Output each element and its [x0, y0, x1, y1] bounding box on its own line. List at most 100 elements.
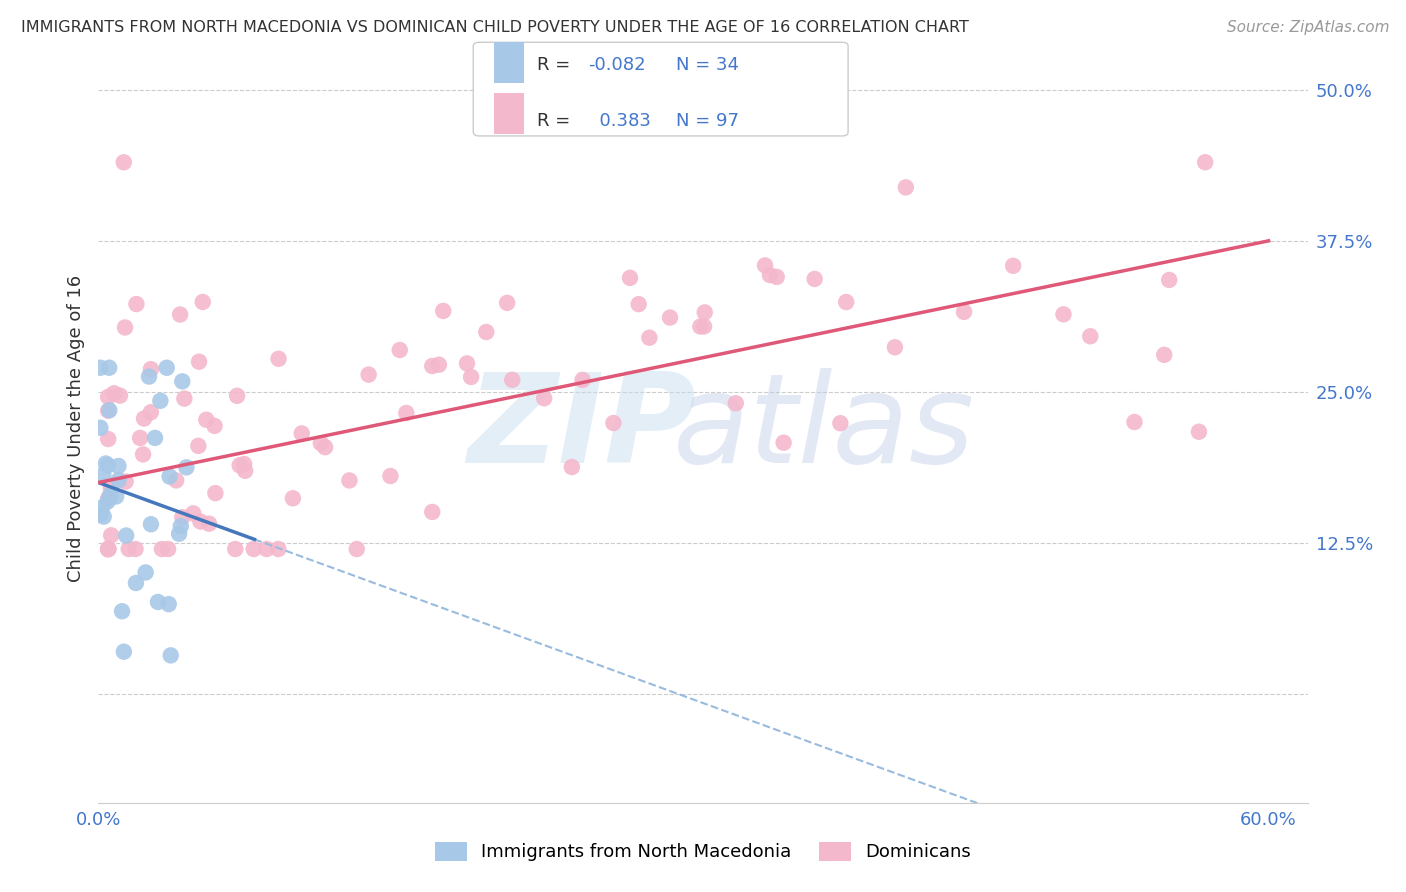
- Point: [139, 517, 162, 532]
- Point: [242, 541, 264, 556]
- Point: [89, 421, 111, 435]
- Point: [112, 155, 135, 169]
- Point: [167, 526, 190, 541]
- Point: [1159, 273, 1181, 287]
- Point: [132, 411, 155, 425]
- Point: [619, 271, 641, 285]
- FancyBboxPatch shape: [494, 42, 524, 84]
- Point: [420, 359, 443, 373]
- Point: [115, 528, 138, 542]
- Point: [1002, 259, 1025, 273]
- Point: [380, 469, 402, 483]
- Point: [108, 389, 131, 403]
- Point: [114, 320, 136, 334]
- Point: [724, 396, 747, 410]
- Point: [135, 566, 157, 580]
- Point: [138, 369, 160, 384]
- Point: [114, 475, 136, 489]
- Point: [420, 505, 443, 519]
- Point: [309, 436, 332, 450]
- Point: [187, 439, 209, 453]
- Point: [267, 351, 290, 366]
- Point: [89, 508, 111, 522]
- Point: [1194, 155, 1216, 169]
- Point: [139, 362, 162, 376]
- Point: [159, 648, 181, 663]
- Point: [759, 268, 782, 282]
- Point: [97, 541, 120, 556]
- Point: [97, 541, 120, 556]
- Point: [191, 295, 214, 310]
- Point: [139, 405, 162, 419]
- Point: [150, 541, 173, 556]
- Point: [754, 259, 776, 273]
- Point: [602, 416, 624, 430]
- Point: [157, 541, 180, 556]
- Point: [107, 458, 129, 473]
- Point: [883, 340, 905, 354]
- Point: [339, 474, 361, 488]
- Text: IMMIGRANTS FROM NORTH MACEDONIA VS DOMINICAN CHILD POVERTY UNDER THE AGE OF 16 C: IMMIGRANTS FROM NORTH MACEDONIA VS DOMIN…: [21, 20, 969, 35]
- Point: [169, 308, 191, 322]
- Point: [475, 325, 498, 339]
- Point: [388, 343, 411, 357]
- Point: [100, 487, 122, 501]
- Point: [97, 541, 120, 556]
- Point: [97, 432, 120, 446]
- Point: [456, 356, 478, 370]
- Point: [281, 491, 304, 506]
- Point: [803, 272, 825, 286]
- Point: [1153, 348, 1175, 362]
- Point: [693, 319, 716, 334]
- Point: [188, 354, 211, 368]
- Point: [97, 390, 120, 404]
- Text: R =: R =: [537, 56, 576, 74]
- Point: [256, 541, 278, 556]
- Point: [659, 310, 682, 325]
- Point: [638, 331, 661, 345]
- Point: [103, 386, 125, 401]
- Point: [157, 597, 180, 611]
- Point: [204, 486, 226, 500]
- Point: [172, 375, 194, 389]
- Point: [427, 358, 450, 372]
- Point: [1052, 307, 1074, 321]
- Point: [314, 440, 336, 454]
- FancyBboxPatch shape: [474, 42, 848, 136]
- Text: ZIP: ZIP: [468, 368, 696, 489]
- Point: [181, 507, 204, 521]
- Point: [346, 541, 368, 556]
- Point: [94, 457, 117, 471]
- Point: [105, 490, 128, 504]
- Point: [357, 368, 380, 382]
- Point: [176, 460, 198, 475]
- Point: [93, 509, 115, 524]
- Point: [953, 305, 976, 319]
- Point: [146, 595, 169, 609]
- Point: [170, 519, 193, 533]
- Point: [97, 541, 120, 556]
- Point: [89, 360, 111, 375]
- Point: [124, 541, 146, 556]
- Point: [267, 541, 290, 556]
- Point: [496, 296, 519, 310]
- Point: [97, 541, 120, 556]
- Point: [156, 360, 179, 375]
- Text: R =: R =: [537, 112, 576, 130]
- FancyBboxPatch shape: [494, 94, 524, 135]
- Text: 0.383: 0.383: [588, 112, 651, 130]
- Point: [98, 403, 121, 417]
- Point: [149, 393, 172, 408]
- Point: [91, 500, 114, 515]
- Point: [107, 473, 129, 487]
- Text: Source: ZipAtlas.com: Source: ZipAtlas.com: [1226, 20, 1389, 35]
- Point: [190, 515, 212, 529]
- Point: [97, 403, 120, 417]
- Point: [224, 541, 246, 556]
- Legend: Immigrants from North Macedonia, Dominicans: Immigrants from North Macedonia, Dominic…: [427, 835, 979, 869]
- Text: N = 34: N = 34: [676, 56, 740, 74]
- Point: [291, 426, 314, 441]
- Y-axis label: Child Poverty Under the Age of 16: Child Poverty Under the Age of 16: [66, 275, 84, 582]
- Point: [98, 360, 121, 375]
- Point: [129, 431, 152, 445]
